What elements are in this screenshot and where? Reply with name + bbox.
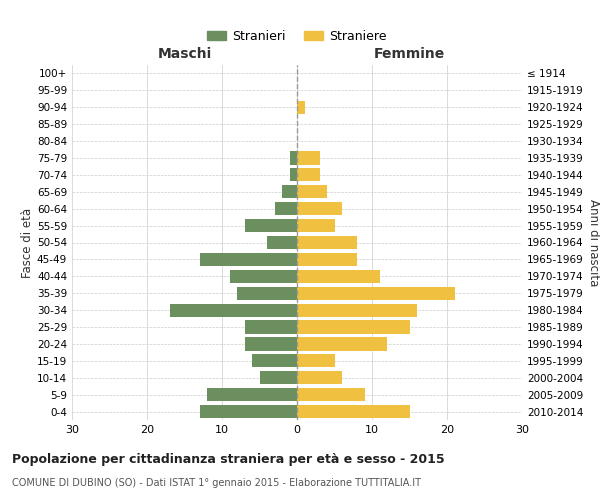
Bar — [282, 185, 297, 198]
Bar — [297, 253, 357, 266]
Bar — [297, 219, 335, 232]
Bar — [297, 286, 455, 300]
Bar — [297, 388, 365, 401]
Bar — [290, 152, 297, 164]
Bar — [297, 354, 335, 368]
Bar — [245, 320, 297, 334]
Bar — [229, 270, 297, 283]
Bar — [297, 185, 327, 198]
Bar — [207, 388, 297, 401]
Bar — [252, 354, 297, 368]
Bar — [245, 338, 297, 350]
Bar — [237, 286, 297, 300]
Bar — [245, 219, 297, 232]
Bar — [260, 371, 297, 384]
Bar — [267, 236, 297, 249]
Legend: Stranieri, Straniere: Stranieri, Straniere — [202, 25, 392, 48]
Bar — [170, 304, 297, 316]
Bar — [297, 304, 417, 316]
Bar — [297, 405, 409, 418]
Text: Popolazione per cittadinanza straniera per età e sesso - 2015: Popolazione per cittadinanza straniera p… — [12, 452, 445, 466]
Y-axis label: Fasce di età: Fasce di età — [21, 208, 34, 278]
Bar — [297, 100, 305, 114]
Bar — [297, 152, 320, 164]
Bar — [297, 202, 342, 215]
Bar — [199, 405, 297, 418]
Bar — [297, 168, 320, 181]
Text: Maschi: Maschi — [157, 48, 212, 62]
Bar — [199, 253, 297, 266]
Bar — [275, 202, 297, 215]
Bar — [297, 320, 409, 334]
Y-axis label: Anni di nascita: Anni di nascita — [587, 199, 600, 286]
Bar — [297, 236, 357, 249]
Bar — [297, 371, 342, 384]
Bar — [297, 338, 387, 350]
Bar — [297, 270, 380, 283]
Text: Femmine: Femmine — [374, 48, 445, 62]
Text: COMUNE DI DUBINO (SO) - Dati ISTAT 1° gennaio 2015 - Elaborazione TUTTITALIA.IT: COMUNE DI DUBINO (SO) - Dati ISTAT 1° ge… — [12, 478, 421, 488]
Bar — [290, 168, 297, 181]
